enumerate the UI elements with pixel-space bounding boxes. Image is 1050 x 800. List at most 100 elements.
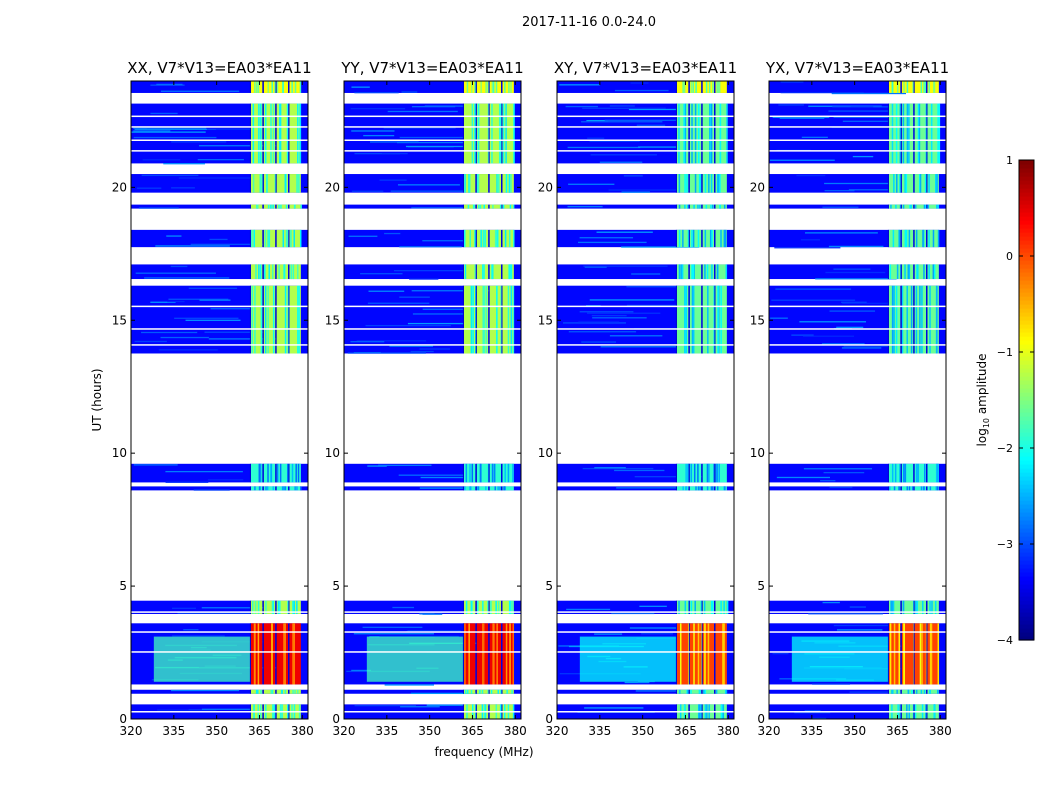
y-tick-label: 10 <box>325 446 340 460</box>
data-block <box>557 103 734 164</box>
y-tick-label: 0 <box>119 712 127 726</box>
data-block <box>769 486 946 491</box>
panel-frame <box>130 80 309 720</box>
data-block <box>131 285 308 354</box>
data-block <box>557 623 734 685</box>
data-block <box>769 81 946 95</box>
y-tick-label: 10 <box>750 446 765 460</box>
data-block <box>344 81 521 94</box>
data-block <box>344 264 521 280</box>
y-tick-label: 15 <box>325 313 340 327</box>
data-block <box>344 229 521 248</box>
x-tick-label: 365 <box>886 724 909 738</box>
data-block <box>769 103 946 164</box>
data-block <box>344 689 521 695</box>
y-tick-label: 20 <box>325 180 340 194</box>
data-block <box>557 689 734 694</box>
x-tick-label: 335 <box>375 724 398 738</box>
panel-xx: XX, V7*V13=EA03*EA11 320 335 350 365 380 0 5 10 1… <box>112 59 314 738</box>
panel-title: XX, V7*V13=EA03*EA11 <box>127 59 311 77</box>
data-block <box>769 689 946 694</box>
colorbar-frame <box>1018 159 1035 641</box>
panel-yy: YY, V7*V13=EA03*EA11 320 335 350 365 380 0 5 10 1… <box>325 59 527 738</box>
x-tick-label: 320 <box>120 724 143 738</box>
x-tick-label: 335 <box>800 724 823 738</box>
colorbar-tick-label: 0 <box>1006 250 1013 263</box>
y-tick-label: 0 <box>545 712 553 726</box>
data-block <box>131 103 308 165</box>
data-block <box>344 174 521 193</box>
x-tick-label: 320 <box>546 724 569 738</box>
data-block <box>344 103 521 164</box>
y-axis-label: UT (hours) <box>90 368 104 431</box>
x-tick-label: 320 <box>758 724 781 738</box>
y-tick-label: 5 <box>545 579 553 593</box>
x-tick-label: 350 <box>205 724 228 738</box>
data-block <box>557 486 734 491</box>
colorbar-tick-label: −2 <box>997 442 1013 455</box>
panel-frame <box>768 80 947 720</box>
x-tick-label: 380 <box>291 724 314 738</box>
data-block <box>344 600 521 615</box>
colorbar-tick-label: −1 <box>997 346 1013 359</box>
x-tick-label: 350 <box>418 724 441 738</box>
data-block <box>344 285 521 354</box>
panel-frame <box>343 80 522 720</box>
x-tick-label: 350 <box>631 724 654 738</box>
x-tick-label: 380 <box>717 724 740 738</box>
colorbar-tick-label: 1 <box>1006 154 1013 167</box>
panel-frame <box>556 80 735 720</box>
panel-title: YX, V7*V13=EA03*EA11 <box>765 59 949 77</box>
data-block <box>557 600 734 615</box>
data-block <box>769 623 946 685</box>
colorbar-tick-label: −4 <box>997 634 1013 647</box>
data-block <box>131 229 308 248</box>
data-block <box>131 204 308 209</box>
x-tick-label: 335 <box>162 724 185 738</box>
data-block <box>557 229 734 248</box>
y-tick-label: 5 <box>757 579 765 593</box>
data-block <box>344 463 521 483</box>
data-block <box>557 204 734 209</box>
panel-title: YY, V7*V13=EA03*EA11 <box>340 59 523 77</box>
figure-title: 2017-11-16 0.0-24.0 <box>522 15 656 30</box>
data-block <box>131 623 308 685</box>
x-tick-label: 365 <box>461 724 484 738</box>
data-block <box>131 486 308 491</box>
panel-yx: YX, V7*V13=EA03*EA11 320 335 350 365 380 0 5 10 1… <box>750 59 952 738</box>
x-tick-label: 365 <box>248 724 271 738</box>
data-block <box>131 81 308 93</box>
data-block <box>769 600 946 615</box>
data-block <box>131 689 308 694</box>
x-axis-label: frequency (MHz) <box>434 745 533 759</box>
data-block <box>769 174 946 193</box>
y-tick-label: 5 <box>332 579 340 593</box>
y-tick-label: 0 <box>332 712 340 726</box>
y-tick-label: 15 <box>112 313 127 327</box>
x-tick-label: 320 <box>333 724 356 738</box>
data-block <box>131 463 308 483</box>
data-block <box>769 463 946 483</box>
panel-xy: XY, V7*V13=EA03*EA11 320 335 350 365 380 0 5 10 1… <box>538 59 740 738</box>
y-tick-label: 10 <box>112 446 127 460</box>
y-tick-label: 10 <box>538 446 553 460</box>
colorbar: 1 0 −1 −2 −3 −4 log10 amplitude <box>975 154 1035 647</box>
data-block <box>769 264 946 280</box>
y-tick-label: 15 <box>750 313 765 327</box>
data-block <box>344 486 521 491</box>
data-block <box>131 600 308 614</box>
colorbar-tick-label: −3 <box>997 538 1013 551</box>
data-block <box>769 285 946 354</box>
data-block <box>131 174 308 193</box>
x-tick-label: 350 <box>843 724 866 738</box>
y-tick-label: 15 <box>538 313 553 327</box>
data-block <box>131 264 308 280</box>
x-tick-label: 335 <box>588 724 611 738</box>
data-block <box>769 229 946 249</box>
data-block <box>769 204 946 209</box>
data-block <box>557 81 734 93</box>
y-tick-label: 20 <box>112 180 127 194</box>
data-block <box>557 174 734 193</box>
data-block <box>344 204 521 209</box>
